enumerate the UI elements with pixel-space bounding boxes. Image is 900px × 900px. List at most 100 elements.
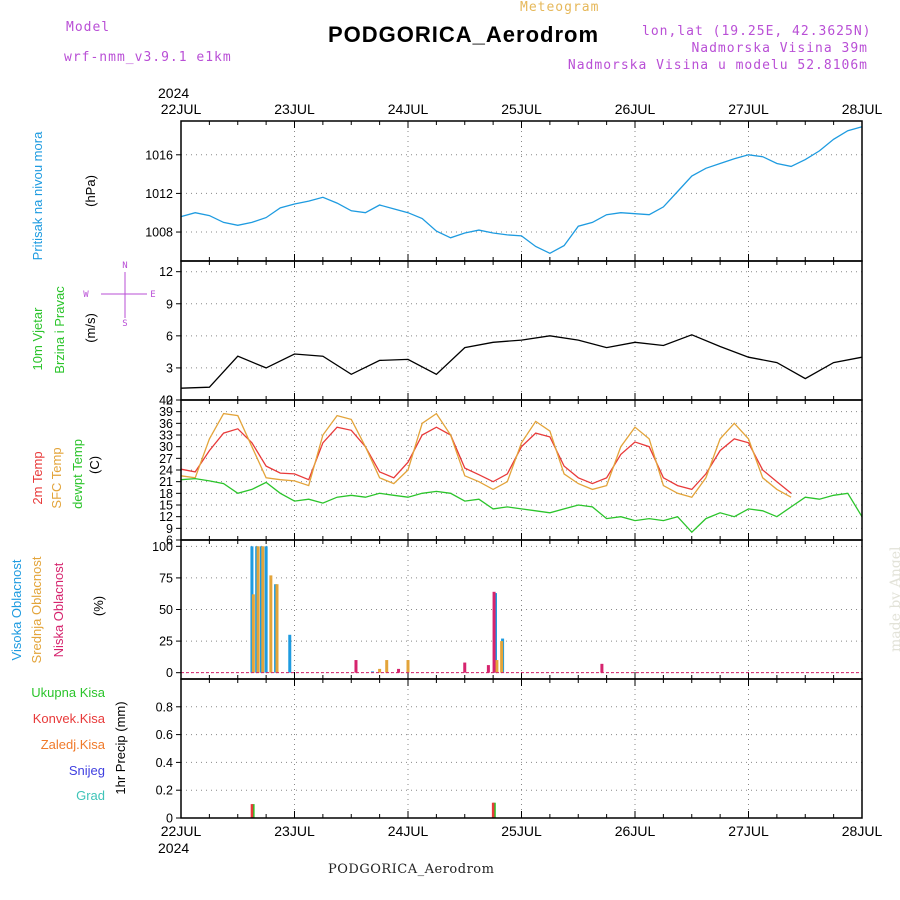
date-tick-bottom: 22JUL xyxy=(161,823,202,839)
compass-w: W xyxy=(83,290,89,300)
temp-unit-label: (C) xyxy=(87,456,102,474)
date-tick-bottom: 26JUL xyxy=(615,823,656,839)
ytick-label: 30 xyxy=(159,440,173,454)
precip-legend-snijeg: Snijeg xyxy=(69,763,105,778)
date-tick-top: 25JUL xyxy=(501,101,542,117)
precip-legend-zaledj: Zaledj.Kisa xyxy=(41,737,106,752)
lonlat-label: lon,lat (19.25E, 42.3625N) xyxy=(642,24,872,39)
series-line-temp2m xyxy=(180,426,792,494)
year-label-bottom: 2024 xyxy=(158,840,189,856)
precip-legend-grad: Grad xyxy=(76,788,105,803)
compass-s: S xyxy=(122,319,127,329)
wind-axis-subtitle: Brzina i Pravac xyxy=(52,286,67,374)
niska-axis-title: Niska Oblacnost xyxy=(51,562,66,657)
wind-unit-label: (m/s) xyxy=(83,313,98,343)
date-tick-bottom: 25JUL xyxy=(501,823,542,839)
bar-srednja xyxy=(500,641,504,673)
series-line-sfc_temp xyxy=(180,412,792,498)
date-tick-bottom: 28JUL xyxy=(842,823,883,839)
meteogram-label: Meteogram xyxy=(520,0,600,15)
pressure-unit-label: (hPa) xyxy=(83,175,98,207)
ytick-label: 12 xyxy=(159,510,173,524)
ytick-label: 15 xyxy=(159,499,173,513)
bar-niska xyxy=(397,668,401,673)
model-elevation-label: Nadmorska Visina u modelu 52.8106m xyxy=(567,58,868,73)
ytick-label: 1016 xyxy=(145,148,173,162)
ytick-label: 33 xyxy=(159,429,173,443)
panel-temperature xyxy=(176,399,863,541)
date-tick-top: 23JUL xyxy=(274,101,315,117)
bar-visoka xyxy=(264,546,268,673)
ytick-label: 3 xyxy=(166,361,173,375)
date-tick-bottom: 24JUL xyxy=(388,823,429,839)
ytick-label: 36 xyxy=(159,417,173,431)
bar-ukupna xyxy=(252,804,255,818)
precip-legend-konvek: Konvek.Kisa xyxy=(33,711,106,726)
compass-n: N xyxy=(122,261,127,271)
bar-srednja xyxy=(256,546,260,673)
footer-title: PODGORICA_Aerodrom xyxy=(328,862,495,877)
ytick-label: 25 xyxy=(159,635,173,649)
station-title: PODGORICA_Aerodrom xyxy=(328,22,600,47)
elevation-label: Nadmorska Visina 39m xyxy=(691,41,868,56)
bar-srednja xyxy=(378,668,382,673)
date-tick-top: 22JUL xyxy=(161,101,202,117)
precip-legend-ukupna: Ukupna Kisa xyxy=(31,685,105,700)
ytick-label: 6 xyxy=(166,534,173,548)
panel-precip xyxy=(176,678,863,819)
date-tick-top: 27JUL xyxy=(728,101,769,117)
bar-srednja xyxy=(269,575,273,673)
bar-srednja xyxy=(406,660,410,673)
precip-axis-title: 1hr Precip (mm) xyxy=(113,701,128,794)
date-tick-top: 26JUL xyxy=(615,101,656,117)
panel-frame xyxy=(180,678,863,819)
srednja-axis-title: Srednja Oblacnost xyxy=(29,556,44,663)
bar-niska xyxy=(354,660,358,673)
ytick-label: 0 xyxy=(166,666,173,680)
bar-ukupna xyxy=(493,802,496,818)
ytick-label: 27 xyxy=(159,452,173,466)
ytick-label: 75 xyxy=(159,571,173,585)
ytick-label: 0.2 xyxy=(156,784,173,798)
model-label: Model xyxy=(66,20,111,35)
date-tick-top: 28JUL xyxy=(842,101,883,117)
ytick-label: 42 xyxy=(159,394,173,408)
pressure-axis-title: Pritisak na nivou mora xyxy=(30,131,45,260)
date-tick-bottom: 23JUL xyxy=(274,823,315,839)
ytick-label: 1008 xyxy=(145,226,173,240)
compass-e: E xyxy=(150,290,155,300)
ytick-label: 9 xyxy=(166,522,173,536)
panel-pressure xyxy=(176,120,863,262)
ytick-label: 0 xyxy=(166,394,173,408)
ytick-label: 0.6 xyxy=(156,728,173,742)
ytick-label: 0 xyxy=(166,812,173,826)
bar-srednja xyxy=(385,660,389,673)
ytick-label: 9 xyxy=(166,297,173,311)
ytick-label: 12 xyxy=(159,265,173,279)
temp2m-axis-title: 2m Temp xyxy=(30,451,45,504)
model-name: wrf-nmm_v3.9.1 e1km xyxy=(64,50,232,65)
bar-niska xyxy=(486,665,490,673)
sfc-temp-axis-title: SFC Temp xyxy=(49,447,64,508)
bar-konvek xyxy=(491,802,495,818)
series-line-dewpt xyxy=(180,477,863,534)
ytick-label: 18 xyxy=(159,487,173,501)
ytick-label: 50 xyxy=(159,603,173,617)
date-tick-top: 24JUL xyxy=(388,101,429,117)
bar-visoka xyxy=(371,671,375,673)
year-label-top: 2024 xyxy=(158,85,189,101)
date-tick-bottom: 27JUL xyxy=(728,823,769,839)
bar-srednja xyxy=(251,594,255,673)
bar-niska xyxy=(463,662,467,673)
ytick-label: 1012 xyxy=(145,187,173,201)
wind-axis-title: 10m Vjetar xyxy=(30,307,45,371)
panel-clouds xyxy=(176,539,863,680)
ytick-label: 39 xyxy=(159,405,173,419)
ytick-label: 24 xyxy=(159,464,173,478)
dewpt-axis-title: dewpt Temp xyxy=(70,439,85,509)
bar-srednja xyxy=(261,546,265,673)
ytick-label: 21 xyxy=(159,475,173,489)
bar-niska xyxy=(600,663,604,673)
